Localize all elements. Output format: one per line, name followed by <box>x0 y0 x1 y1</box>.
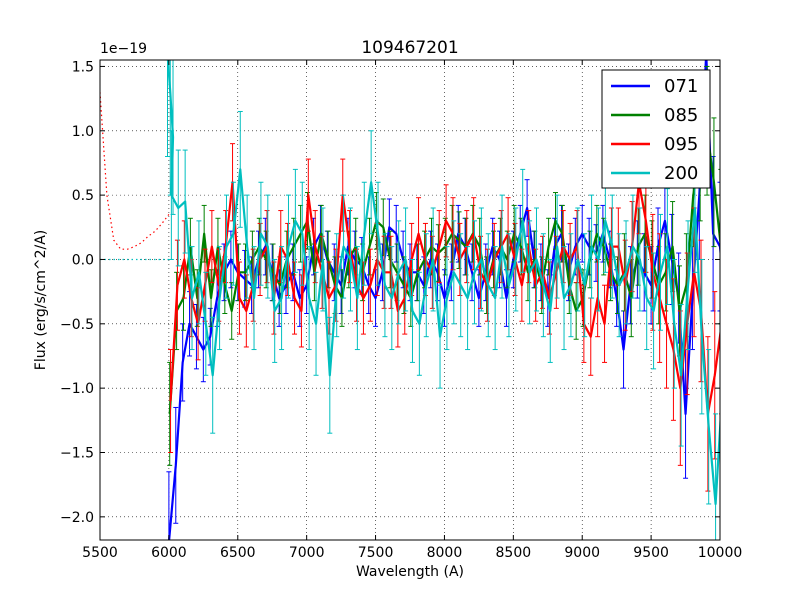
model-curve <box>100 92 170 250</box>
y-tick-label: −1.0 <box>60 381 94 397</box>
axis-ticks: 5500 6000 6500 7000 7500 8000 8500 9000 9500 1000… <box>60 59 742 561</box>
x-tick-label: 7000 <box>289 545 325 561</box>
legend-label: 071 <box>664 76 698 97</box>
y-axis-label: Flux (erg/s/cm^2/A) <box>33 230 49 370</box>
legend-label: 085 <box>664 105 698 126</box>
y-tick-label: 0.5 <box>72 188 94 204</box>
series-200-line <box>170 168 720 506</box>
x-tick-label: 6000 <box>151 545 187 561</box>
x-tick-label: 8000 <box>427 545 463 561</box>
y-tick-label: 1.0 <box>72 124 94 140</box>
x-tick-label: 8500 <box>496 545 532 561</box>
offset-label: 1e−19 <box>100 41 147 57</box>
series-095-line <box>169 181 720 415</box>
model-curves <box>100 92 170 261</box>
data-series <box>165 60 720 540</box>
x-tick-label: 9500 <box>633 545 669 561</box>
series-200-spike-line <box>166 60 175 196</box>
legend-box <box>601 69 711 189</box>
x-tick-label: 5500 <box>82 545 118 561</box>
y-tick-label: −1.5 <box>60 445 94 461</box>
series-071-line <box>168 60 720 540</box>
x-axis-label: Wavelength (A) <box>356 564 464 580</box>
legend-label: 200 <box>664 163 698 184</box>
series-200 <box>165 60 720 540</box>
legend: 071 085 095 200 <box>601 69 711 189</box>
legend-label: 095 <box>664 134 698 155</box>
y-tick-label: 1.5 <box>72 59 94 75</box>
x-tick-label: 7500 <box>358 545 394 561</box>
y-tick-label: −0.5 <box>60 317 94 333</box>
x-tick-label: 10000 <box>698 545 743 561</box>
x-tick-label: 9000 <box>564 545 600 561</box>
y-tick-label: −2.0 <box>60 510 94 526</box>
plot-frame <box>99 59 721 541</box>
y-tick-label: 0.0 <box>72 252 94 268</box>
x-tick-label: 6500 <box>220 545 256 561</box>
chart-title: 109467201 <box>361 38 458 58</box>
